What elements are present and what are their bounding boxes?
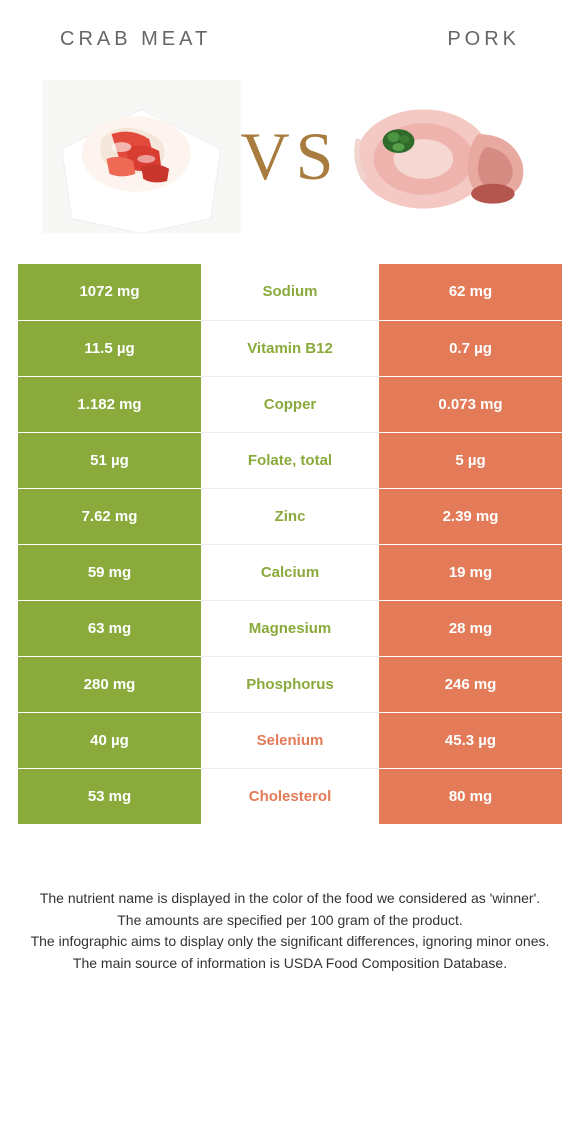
crab-meat-image (42, 79, 241, 234)
footer-notes: The nutrient name is displayed in the co… (0, 824, 580, 975)
table-row: 7.62 mgZinc2.39 mg (18, 488, 562, 544)
left-value: 59 mg (18, 544, 201, 600)
right-value: 45.3 µg (379, 712, 562, 768)
footer-line-2: The amounts are specified per 100 gram o… (28, 910, 552, 932)
nutrient-label: Magnesium (201, 600, 379, 656)
right-value: 246 mg (379, 656, 562, 712)
right-value: 5 µg (379, 432, 562, 488)
nutrient-label: Selenium (201, 712, 379, 768)
right-food-title: Pork (447, 28, 520, 51)
table-row: 11.5 µgVitamin B120.7 µg (18, 320, 562, 376)
right-value: 0.073 mg (379, 376, 562, 432)
crab-meat-icon (42, 79, 241, 234)
footer-line-3: The infographic aims to display only the… (28, 931, 552, 953)
table-row: 63 mgMagnesium28 mg (18, 600, 562, 656)
nutrient-label: Cholesterol (201, 768, 379, 824)
images-row: VS (0, 51, 580, 264)
table-row: 53 mgCholesterol80 mg (18, 768, 562, 824)
pork-icon (339, 79, 538, 234)
right-value: 0.7 µg (379, 320, 562, 376)
nutrient-label: Sodium (201, 264, 379, 320)
nutrient-label: Folate, total (201, 432, 379, 488)
left-value: 1072 mg (18, 264, 201, 320)
nutrient-label: Copper (201, 376, 379, 432)
footer-line-4: The main source of information is USDA F… (28, 953, 552, 975)
table-row: 51 µgFolate, total5 µg (18, 432, 562, 488)
left-value: 7.62 mg (18, 488, 201, 544)
left-value: 53 mg (18, 768, 201, 824)
right-value: 80 mg (379, 768, 562, 824)
left-value: 11.5 µg (18, 320, 201, 376)
nutrient-label: Zinc (201, 488, 379, 544)
right-value: 19 mg (379, 544, 562, 600)
nutrient-label: Vitamin B12 (201, 320, 379, 376)
nutrient-label: Calcium (201, 544, 379, 600)
right-value: 62 mg (379, 264, 562, 320)
left-value: 40 µg (18, 712, 201, 768)
right-value: 28 mg (379, 600, 562, 656)
left-value: 280 mg (18, 656, 201, 712)
right-value: 2.39 mg (379, 488, 562, 544)
vs-label: VS (241, 117, 340, 196)
left-value: 63 mg (18, 600, 201, 656)
footer-line-1: The nutrient name is displayed in the co… (28, 888, 552, 910)
table-row: 1072 mgSodium62 mg (18, 264, 562, 320)
table-row: 40 µgSelenium45.3 µg (18, 712, 562, 768)
table-row: 59 mgCalcium19 mg (18, 544, 562, 600)
nutrient-label: Phosphorus (201, 656, 379, 712)
left-food-title: Crab meat (60, 28, 211, 51)
table-row: 1.182 mgCopper0.073 mg (18, 376, 562, 432)
nutrient-table: 1072 mgSodium62 mg11.5 µgVitamin B120.7 … (18, 264, 562, 824)
left-value: 51 µg (18, 432, 201, 488)
table-row: 280 mgPhosphorus246 mg (18, 656, 562, 712)
left-value: 1.182 mg (18, 376, 201, 432)
nutrient-table-body: 1072 mgSodium62 mg11.5 µgVitamin B120.7 … (18, 264, 562, 824)
pork-image (339, 79, 538, 234)
header-row: Crab meat Pork (0, 0, 580, 51)
